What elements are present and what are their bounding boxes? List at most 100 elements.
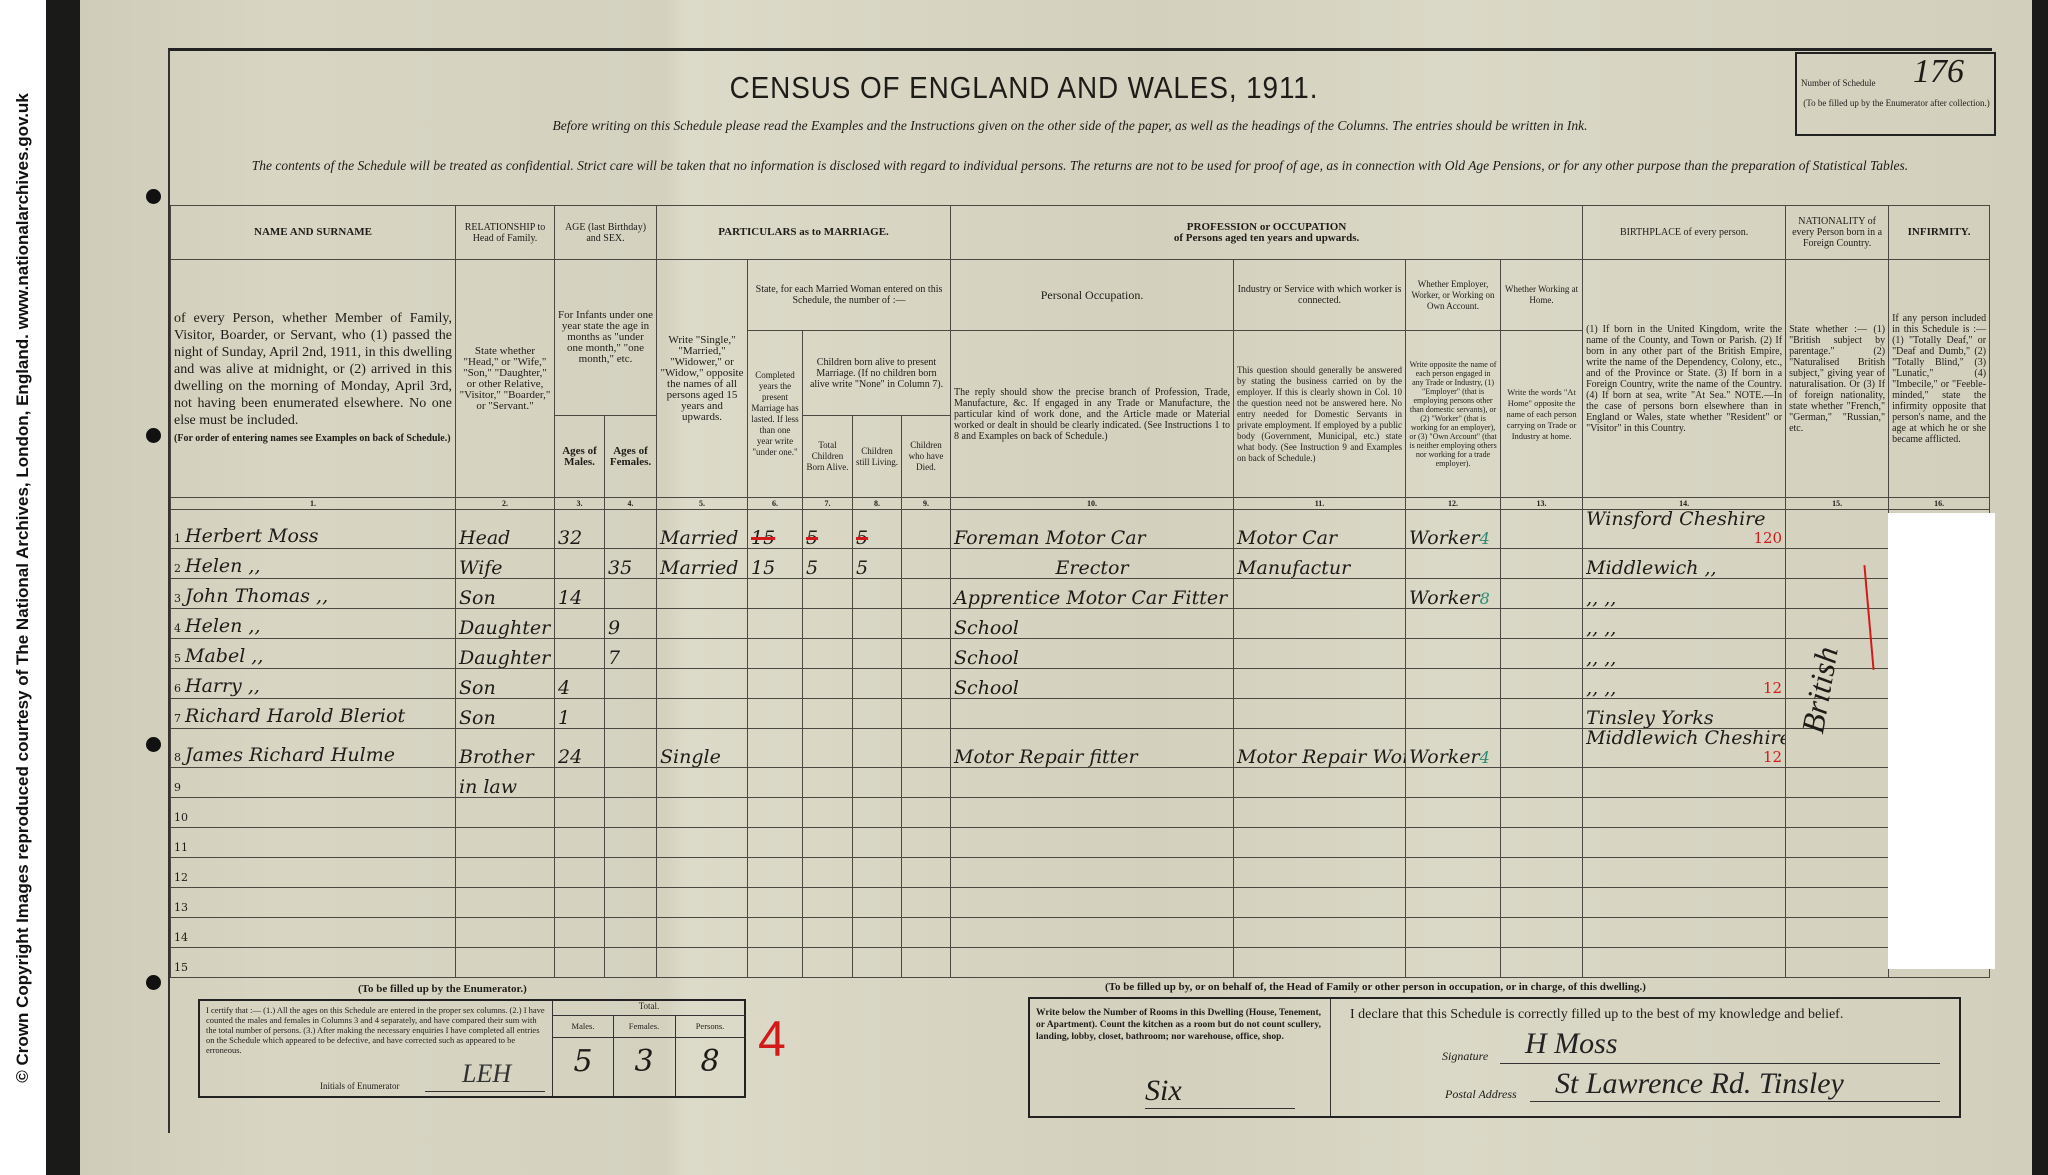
children-living-cell — [852, 887, 902, 918]
industry-cell — [1233, 578, 1407, 609]
employment-status-cell — [1405, 797, 1502, 828]
at-home-cell — [1500, 857, 1584, 888]
at-home-cell — [1500, 728, 1584, 768]
relationship-value: Brother — [459, 746, 534, 768]
table-row: 8 James Richard Hulme Brother 24 Single Motor… — [170, 728, 1991, 768]
marital-cell — [656, 797, 748, 828]
column-number: 11. — [1233, 497, 1407, 510]
at-home-cell — [1500, 917, 1584, 948]
name-cell: 8 James Richard Hulme — [170, 728, 456, 768]
birthplace-cell: ,, ,, — [1582, 608, 1787, 639]
nationality-cell — [1785, 548, 1890, 579]
industry-cell — [1233, 857, 1407, 888]
header-age: AGE (last Birthday) and SEX. — [554, 205, 657, 260]
occupation-cell: School — [950, 608, 1235, 639]
birthplace-cell: Tinsley Yorks — [1582, 698, 1787, 729]
children-died-cell — [900, 797, 952, 828]
industry-value: Motor Car — [1237, 527, 1338, 549]
children-living-cell — [852, 797, 902, 828]
employment-status-cell — [1405, 638, 1502, 669]
relationship-value: Son — [459, 707, 496, 729]
children-living-cell — [852, 917, 902, 948]
row-number: 5 — [174, 652, 181, 665]
years-married-cell — [747, 827, 803, 858]
occupation-cell — [950, 947, 1235, 978]
column-numbers-row: 1. 2. 3. 4. 5. 6. 7. 8. 9. 10. 11. 12. 13. 14. 15. 16. — [170, 497, 1991, 510]
nationality-instructions: State whether :— (1) "British subject by… — [1785, 259, 1890, 498]
birthplace-code: 120 — [1753, 529, 1783, 547]
column-number: 5. — [656, 497, 748, 510]
at-home-cell — [1500, 668, 1584, 699]
name-cell: 4 Helen ,, — [170, 608, 456, 639]
children-died-cell — [900, 578, 952, 609]
industry-cell: Manufactur — [1233, 548, 1407, 579]
relationship-cell — [455, 797, 555, 828]
age-female-cell — [604, 797, 657, 828]
nationality-cell — [1785, 578, 1890, 609]
age-female-cell — [604, 857, 657, 888]
row-number: 12 — [174, 871, 188, 884]
marital-cell — [656, 947, 748, 978]
age-female-cell — [604, 887, 657, 918]
column-number: 3. — [554, 497, 605, 510]
schedule-number-box: Number of Schedule 176 (To be filled up … — [1795, 52, 1996, 136]
employment-status-cell — [1405, 767, 1502, 798]
header-employer: Whether Employer, Worker, or Working on … — [1405, 259, 1502, 331]
copyright-strip: © Crown Copyright Images reproduced cour… — [0, 0, 46, 1175]
industry-cell — [1233, 698, 1407, 729]
children-born-value: 5 — [806, 527, 819, 549]
years-married-cell — [747, 917, 803, 948]
birthplace-cell — [1582, 887, 1787, 918]
years-married-cell — [747, 578, 803, 609]
still-living-header: Children still Living. — [852, 415, 902, 498]
column-number: 8. — [852, 497, 902, 510]
age-female-value: 9 — [608, 617, 621, 639]
birthplace-value: Middlewich Cheshire — [1586, 728, 1786, 749]
schedule-note: (To be filled up by the Enumerator after… — [1803, 98, 1990, 108]
row-number: 4 — [174, 622, 181, 635]
birthplace-code: 12 — [1762, 748, 1783, 766]
at-home-cell — [1500, 887, 1584, 918]
children-living-cell — [852, 578, 902, 609]
relationship-cell — [455, 827, 555, 858]
age-male-cell — [554, 638, 605, 669]
punch-hole — [146, 428, 161, 443]
industry-cell: Motor Repair Works — [1233, 728, 1407, 768]
persons-value: 8 — [700, 1044, 720, 1079]
employment-code: 4 — [1479, 529, 1490, 548]
personal-occupation-instructions: The reply should show the precise branch… — [950, 330, 1235, 498]
occupation-value: Erector — [1055, 557, 1129, 579]
age-male-value: 1 — [558, 707, 571, 729]
age-male-value: 32 — [558, 527, 583, 549]
name-cell: 15 — [170, 947, 456, 978]
table-row: 15 — [170, 947, 1991, 978]
name-note: (For order of entering names see Example… — [174, 433, 451, 444]
employment-status-value: Worker — [1409, 527, 1480, 549]
birthplace-cell — [1582, 767, 1787, 798]
children-living-cell — [852, 608, 902, 639]
red-mark: 4 — [758, 1011, 786, 1067]
table-row: 4 Helen ,, Daughter 9 School ,, ,, — [170, 608, 1991, 639]
header-infirmity: INFIRMITY. — [1888, 205, 1991, 260]
children-living-cell — [852, 827, 902, 858]
industry-cell — [1233, 887, 1407, 918]
relationship-value: Son — [459, 677, 496, 699]
employment-status-cell — [1405, 668, 1502, 699]
children-died-cell — [900, 887, 952, 918]
relationship-cell: Brother — [455, 728, 555, 768]
children-died-cell — [900, 857, 952, 888]
children-living-cell — [852, 728, 902, 768]
years-married-cell — [747, 767, 803, 798]
employment-status-value: Worker — [1409, 587, 1480, 609]
punch-hole — [146, 975, 161, 990]
birthplace-value: ,, ,, — [1586, 587, 1617, 609]
signature: H Moss — [1525, 1027, 1618, 1060]
age-male-value: 14 — [558, 587, 583, 609]
name-instr-text: of every Person, whether Member of Famil… — [174, 311, 452, 428]
name-cell: 11 — [170, 827, 456, 858]
relationship-cell: in law — [455, 767, 555, 798]
age-male-cell — [554, 947, 605, 978]
children-born-cell — [802, 857, 853, 888]
instructions-line: Before writing on this Schedule please r… — [552, 118, 1588, 133]
census-table: NAME AND SURNAME RELATIONSHIP to Head of… — [170, 205, 1991, 978]
